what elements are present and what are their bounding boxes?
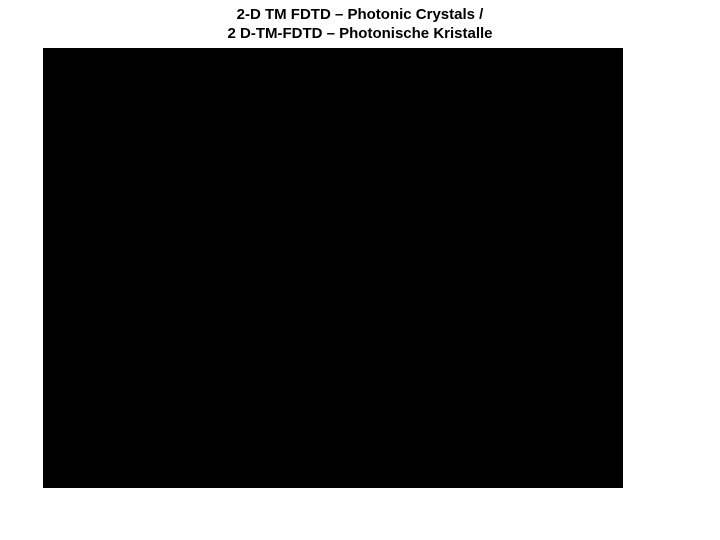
title-line-2: 2 D-TM-FDTD – Photonische Kristalle — [227, 25, 492, 44]
title-block: 2-D TM FDTD – Photonic Crystals / 2 D-TM… — [227, 0, 492, 50]
title-line-1: 2-D TM FDTD – Photonic Crystals / — [227, 6, 492, 25]
content-placeholder-rectangle — [43, 48, 623, 488]
